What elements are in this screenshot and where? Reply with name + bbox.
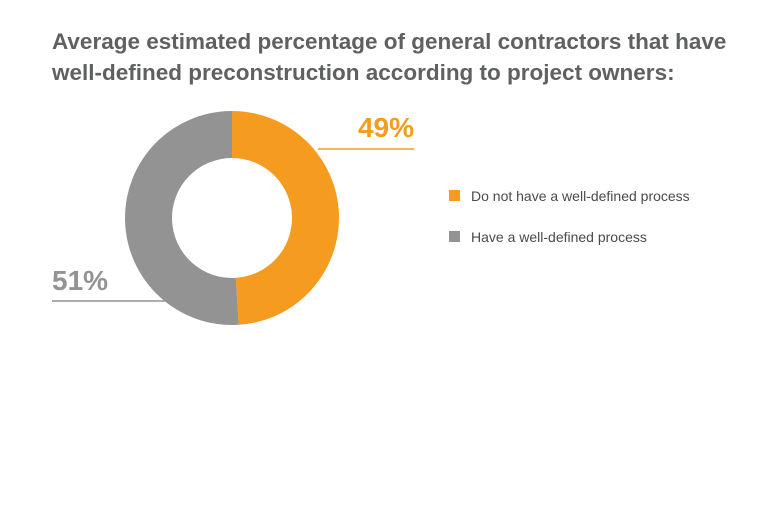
slice-have-process	[124, 111, 239, 325]
data-label-49: 49%	[358, 112, 414, 143]
legend-item-have: Have a well-defined process	[449, 228, 701, 247]
legend: Do not have a well-defined process Have …	[449, 187, 701, 247]
legend-swatch-orange	[449, 190, 460, 201]
legend-item-do-not-have: Do not have a well-defined process	[449, 187, 701, 206]
legend-label-have: Have a well-defined process	[471, 229, 647, 245]
slice-do-not-have-process	[232, 111, 339, 325]
legend-label-do-not-have: Do not have a well-defined process	[471, 188, 690, 204]
chart-title-line-1: Average estimated percentage of general …	[52, 29, 727, 54]
chart-title: Average estimated percentage of general …	[52, 26, 752, 88]
chart-title-line-2: well-defined preconstruction according t…	[52, 60, 675, 85]
legend-swatch-gray	[449, 231, 460, 242]
data-label-51: 51%	[52, 265, 108, 296]
